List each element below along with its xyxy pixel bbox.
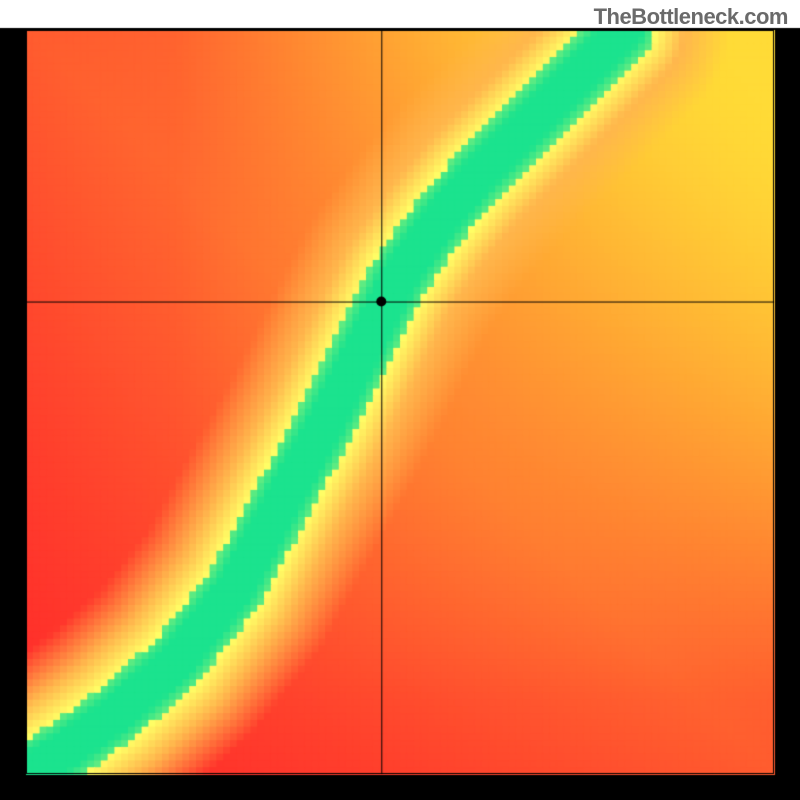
chart-container: TheBottleneck.com [0, 0, 800, 800]
overlay-canvas [0, 0, 800, 800]
watermark-label: TheBottleneck.com [594, 4, 788, 30]
